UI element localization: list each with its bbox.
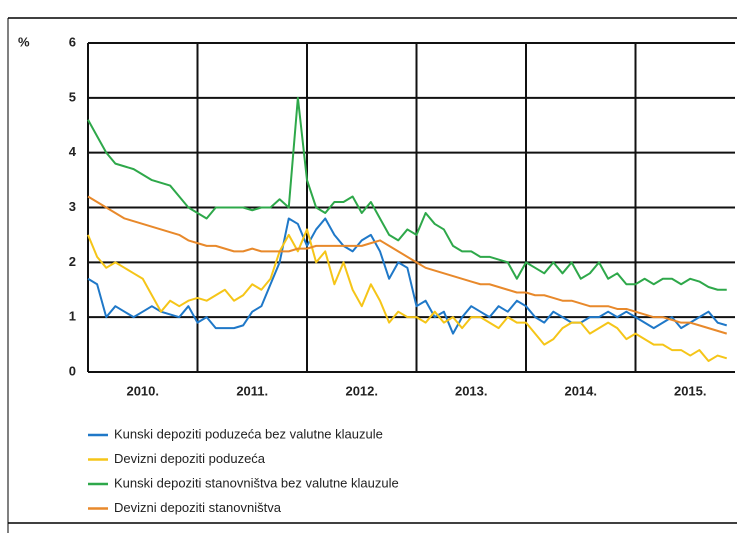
y-tick-label: 6 <box>69 34 76 49</box>
y-tick-label: 2 <box>69 254 76 269</box>
x-tick-label: 2015. <box>674 383 707 398</box>
x-tick-label: 2011. <box>236 383 268 398</box>
series-line <box>87 96 727 291</box>
x-tick-label: 2013. <box>455 383 488 398</box>
x-tick-label: 2014. <box>564 383 597 398</box>
y-tick-label: 0 <box>69 363 76 378</box>
y-tick-label: 1 <box>69 309 76 324</box>
x-tick-label: 2010. <box>126 383 159 398</box>
legend-label: Devizni depoziti stanovništva <box>114 500 282 515</box>
series-line <box>87 195 728 335</box>
series-line <box>87 217 728 335</box>
legend-label: Kunski depoziti stanovništva bez valutne… <box>114 475 399 490</box>
y-tick-label: 3 <box>69 199 76 214</box>
y-axis-label: % <box>18 34 30 49</box>
legend-label: Kunski depoziti poduzeća bez valutne kla… <box>114 426 383 441</box>
x-tick-label: 2012. <box>345 383 378 398</box>
legend-label: Devizni depoziti poduzeća <box>114 451 266 466</box>
y-tick-label: 5 <box>69 89 76 104</box>
y-tick-label: 4 <box>69 144 77 159</box>
series-line <box>87 228 728 363</box>
